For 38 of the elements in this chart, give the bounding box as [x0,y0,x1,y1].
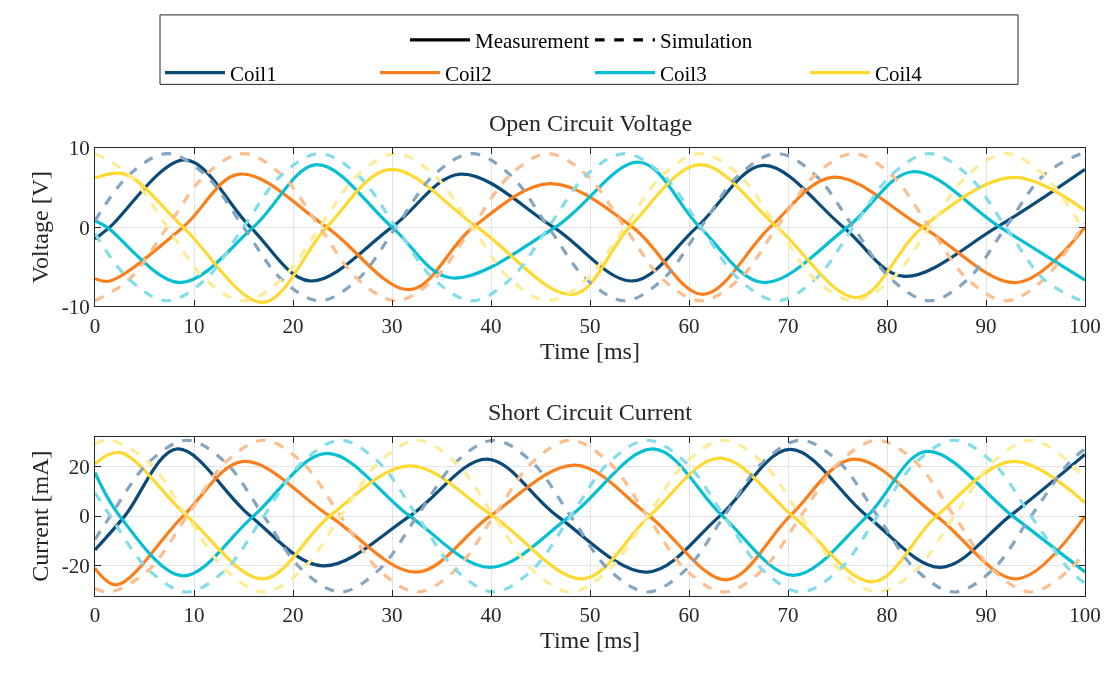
legend-label: Coil4 [875,61,923,86]
y-tick-label: 10 [68,136,90,161]
x-tick-label: 60 [678,603,700,628]
chart-title: Open Circuit Voltage [489,110,693,136]
y-axis-title: Voltage [V] [26,171,53,284]
x-tick-label: 40 [480,603,502,628]
legend-label: Simulation [660,29,753,54]
x-tick-label: 30 [381,313,403,338]
x-tick-label: 10 [183,603,205,628]
y-tick-label: 0 [79,504,90,529]
x-tick-label: 70 [777,603,799,628]
chart-title: Short Circuit Current [488,399,693,425]
legend-label: Coil3 [660,61,707,86]
x-tick-label: 80 [876,313,898,338]
x-tick-label: 20 [282,313,304,338]
x-tick-label: 50 [579,313,601,338]
x-tick-label: 90 [975,603,997,628]
y-tick-label: -10 [61,294,90,319]
y-tick-label: 0 [79,215,90,240]
x-tick-label: 90 [975,313,997,338]
legend-label: Measurement [475,29,590,54]
x-tick-label: 20 [282,603,304,628]
x-tick-label: 100 [1069,313,1101,338]
x-axis-title: Time [ms] [540,627,640,654]
x-tick-label: 30 [381,603,403,628]
x-tick-label: 100 [1069,603,1101,628]
y-tick-label: 20 [68,454,90,479]
x-tick-label: 70 [777,313,799,338]
x-tick-label: 60 [678,313,700,338]
y-axis-title: Current [mA] [26,450,53,582]
legend-label: Coil2 [445,61,492,86]
x-tick-label: 80 [876,603,898,628]
x-tick-label: 10 [183,313,205,338]
x-axis-title: Time [ms] [540,337,640,364]
x-tick-label: 40 [480,313,502,338]
y-tick-label: -20 [61,554,90,579]
x-tick-label: 50 [579,603,601,628]
legend-label: Coil1 [230,61,277,86]
